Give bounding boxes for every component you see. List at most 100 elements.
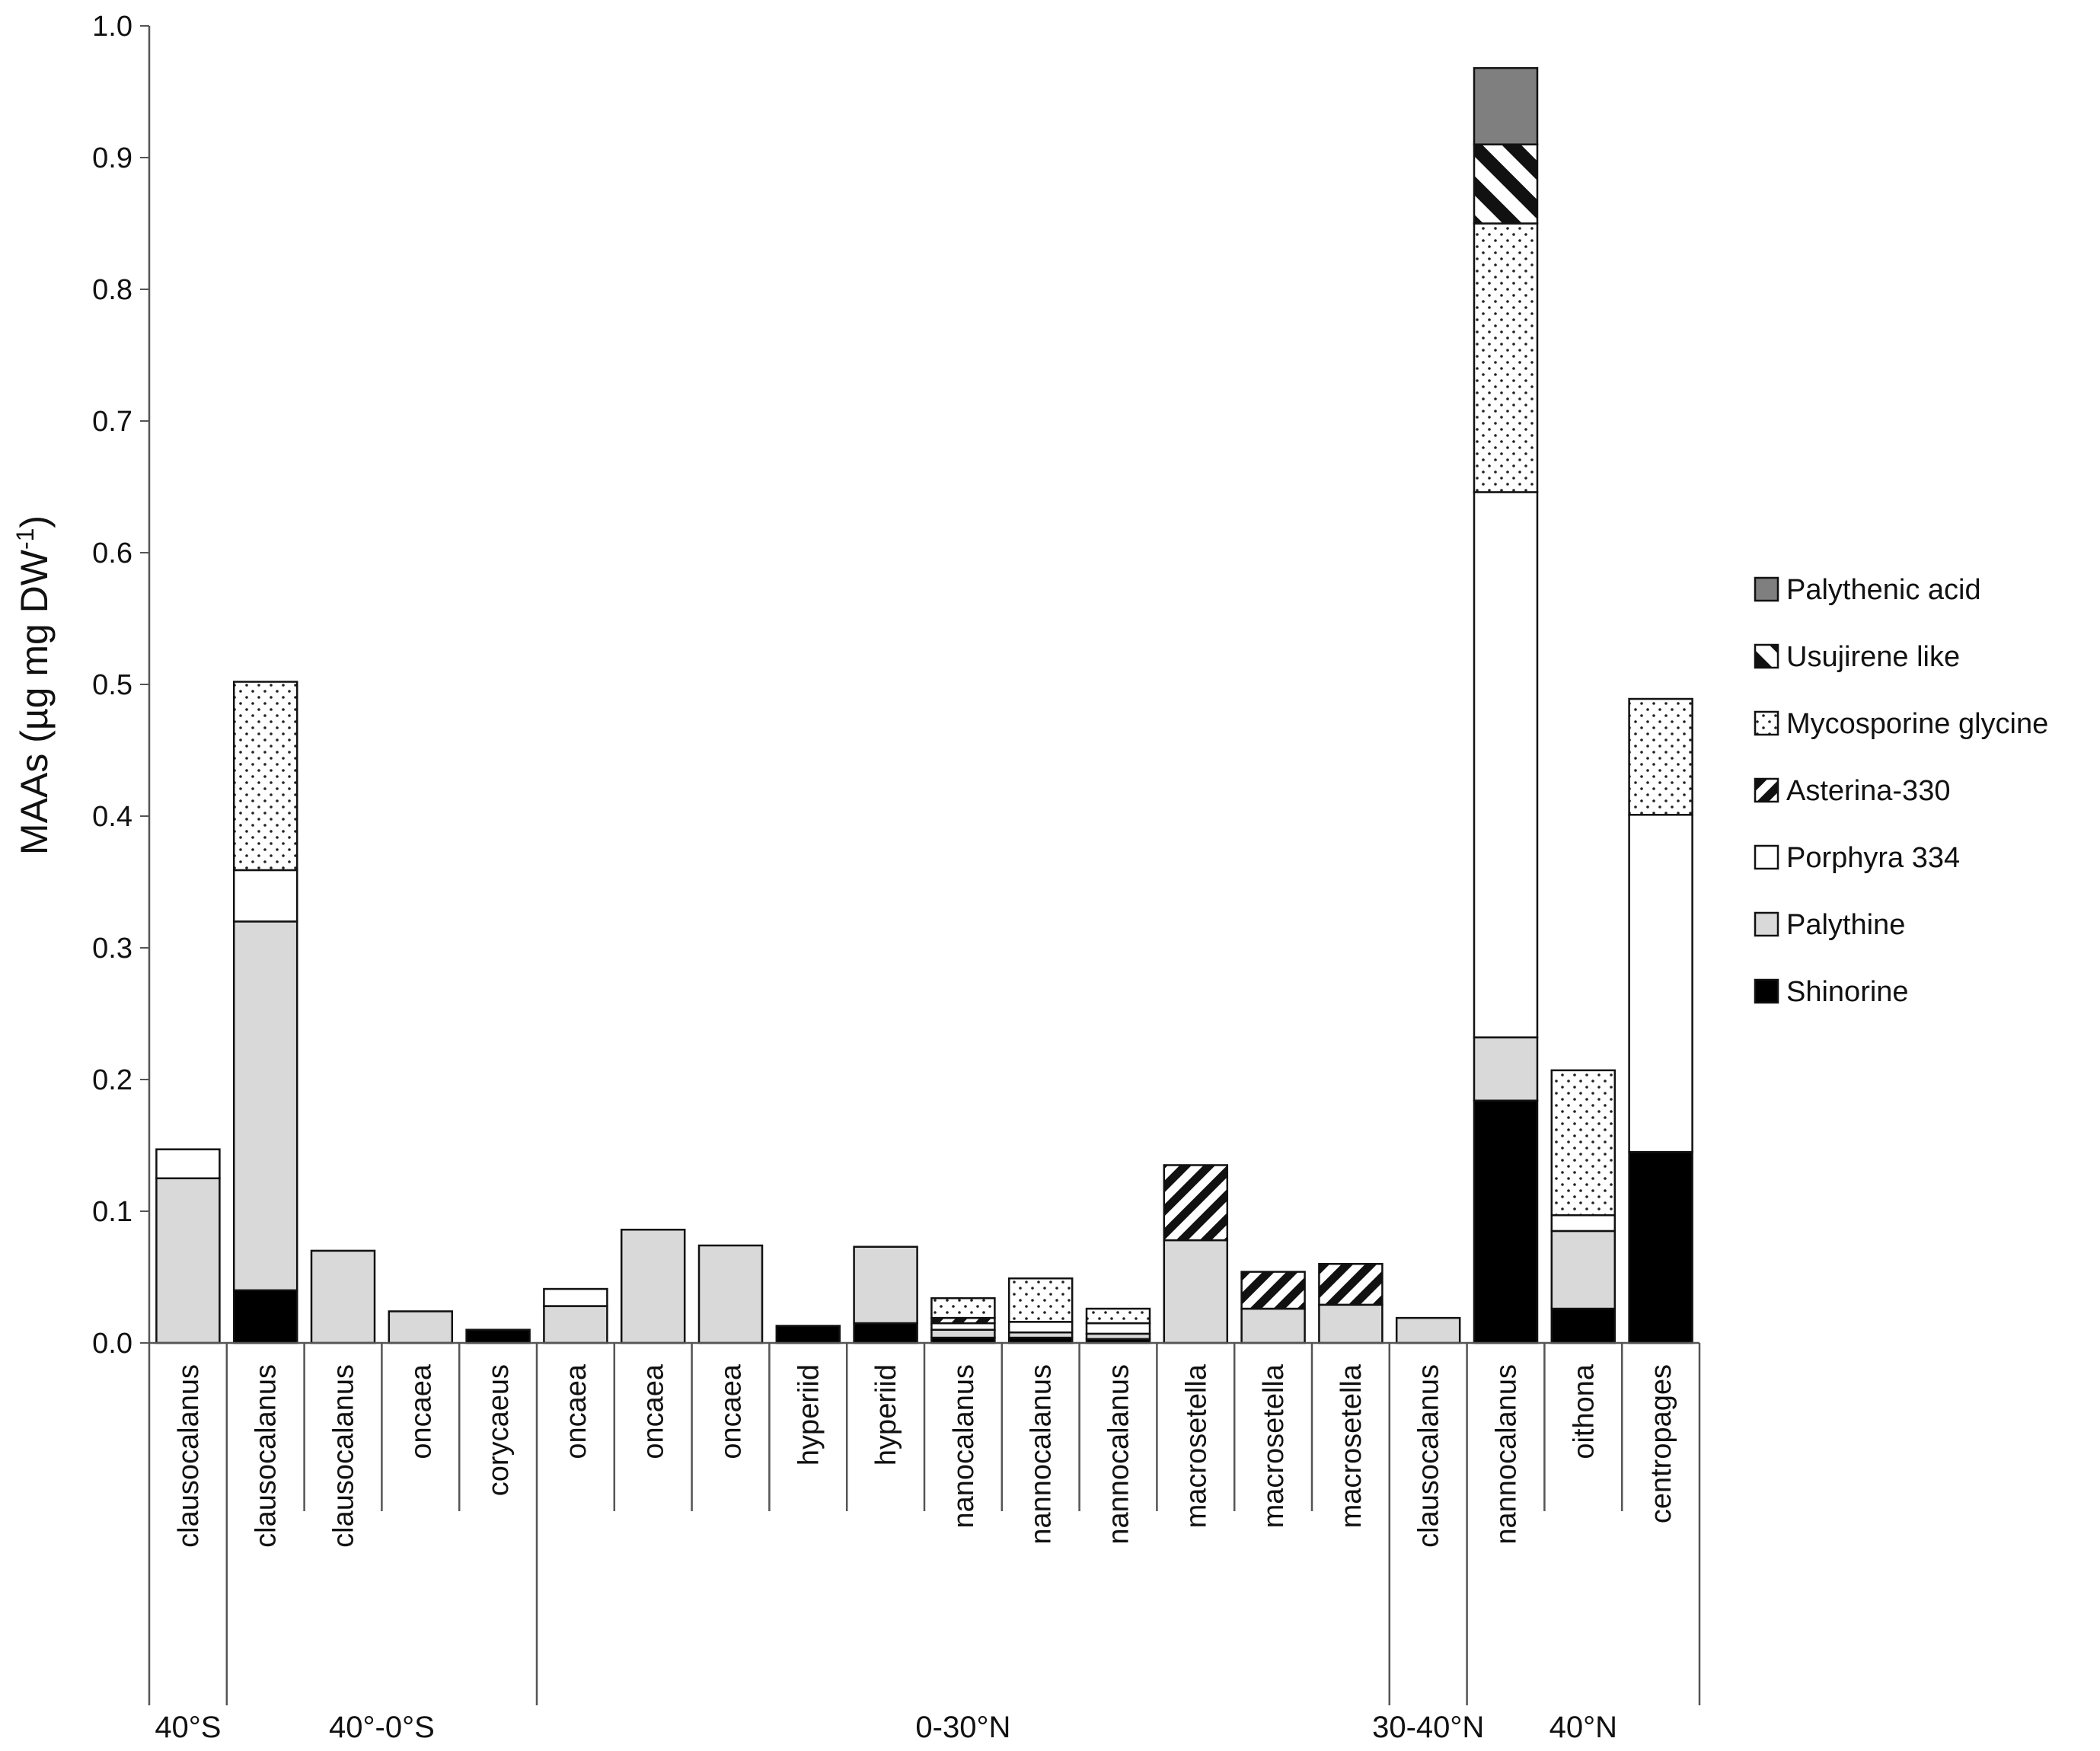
bar-segment-palythine <box>1318 1303 1384 1344</box>
legend-swatch-palythine <box>1754 911 1779 937</box>
bar-segment-porphyra-334 <box>232 869 298 923</box>
bar-segment-mycosporine-glycine <box>1628 697 1693 816</box>
bar-segment-shinorine <box>465 1328 531 1344</box>
bar-segment-porphyra-334 <box>1473 491 1539 1038</box>
category-label: clausocalanus <box>173 1364 205 1548</box>
y-tick-label: 1.0 <box>92 11 132 43</box>
y-tick-label: 0.5 <box>92 669 132 701</box>
category-label: clausocalanus <box>328 1364 360 1548</box>
bar-segment-shinorine <box>1628 1150 1693 1344</box>
y-tick-label: 0.7 <box>92 406 132 438</box>
y-axis-title-suffix: ) <box>13 515 56 528</box>
bar-segment-porphyra-334 <box>1007 1321 1074 1334</box>
y-tick-label: 0.6 <box>92 537 132 569</box>
bar-segment-mycosporine-glycine <box>1007 1277 1074 1323</box>
category-label: nannocalanus <box>1491 1364 1523 1545</box>
category-label: centropages <box>1645 1364 1677 1523</box>
axes <box>148 26 1701 1705</box>
bar-segment-mycosporine-glycine <box>1473 222 1539 493</box>
y-axis-ticks: 0.0 0.1 0.2 0.3 0.4 0.5 0.6 0.7 0.8 0.9 1.0 <box>92 11 149 1360</box>
y-axis-title-superscript: -1 <box>11 528 39 550</box>
bar-segments <box>155 67 1693 1344</box>
bar-segment-shinorine <box>232 1289 298 1344</box>
category-label: hyperiid <box>870 1364 902 1466</box>
region-label: 40°-0°S <box>329 1711 435 1744</box>
legend-label: Usujirene like <box>1786 641 1960 673</box>
bar-segment-porphyra-334 <box>1628 814 1693 1153</box>
bar-segment-palythine <box>310 1249 376 1344</box>
bar-segment-shinorine <box>775 1325 841 1344</box>
bar-segment-mycosporine-glycine <box>232 681 298 872</box>
bar-segment-usujirene-like <box>1473 143 1539 225</box>
category-label: macrosetella <box>1258 1363 1290 1528</box>
legend-swatch-mycosporine-glycine <box>1754 710 1779 736</box>
bar-segment-shinorine <box>1550 1307 1616 1344</box>
bar-segment-porphyra-334 <box>1085 1322 1151 1335</box>
legend-swatch-porphyra-334 <box>1754 844 1779 870</box>
y-tick-label: 0.3 <box>92 933 132 965</box>
legend-swatch-palythenic-acid <box>1754 576 1779 602</box>
y-tick-label: 0.1 <box>92 1196 132 1228</box>
category-label: macrosetella <box>1180 1363 1212 1528</box>
bar-segment-palythine <box>1163 1239 1229 1344</box>
category-label: corycaeus <box>483 1364 515 1496</box>
legend-label: Porphyra 334 <box>1786 842 1960 874</box>
legend-label: Shinorine <box>1786 976 1909 1008</box>
legend-label: Mycosporine glycine <box>1786 708 2048 740</box>
bar-segment-palythine <box>1240 1307 1306 1344</box>
y-axis-title: MAAs (µg mg DW-1) <box>11 515 56 855</box>
bar-segment-asterina-330 <box>1163 1164 1229 1242</box>
category-label: oncaea <box>405 1363 437 1459</box>
y-tick-label: 0.8 <box>92 274 132 306</box>
legend-label: Asterina-330 <box>1786 775 1950 807</box>
bar-segment-asterina-330 <box>1318 1262 1384 1306</box>
bar-segment-palythine <box>543 1305 608 1344</box>
bar-segment-mycosporine-glycine <box>930 1297 996 1319</box>
bar-segment-palythine <box>930 1328 996 1339</box>
bar-segment-porphyra-334 <box>155 1148 221 1179</box>
category-label: oncaea <box>716 1363 748 1459</box>
legend: Palythenic acid Usujirene like Mycosporine… <box>1754 574 2048 1008</box>
bar-segment-porphyra-334 <box>1550 1214 1616 1233</box>
y-tick-label: 0.0 <box>92 1328 132 1360</box>
category-label: oithona <box>1568 1363 1600 1459</box>
bar-segment-mycosporine-glycine <box>1550 1069 1616 1217</box>
bar-segment-palythine <box>620 1228 686 1344</box>
region-label: 40°S <box>155 1711 221 1744</box>
legend-swatch-usujirene-like <box>1754 643 1779 669</box>
bar-segment-porphyra-334 <box>543 1287 608 1307</box>
category-label: oncaea <box>638 1363 670 1459</box>
category-label: oncaea <box>560 1363 592 1459</box>
bar-segment-palythine <box>1395 1316 1461 1344</box>
legend-label: Palythenic acid <box>1786 574 1981 606</box>
bar-segment-palythine <box>232 920 298 1292</box>
bar-segment-shinorine <box>1473 1099 1539 1344</box>
bar-segment-palythine <box>1550 1230 1616 1310</box>
bar-segment-porphyra-334 <box>930 1322 996 1331</box>
legend-swatch-shinorine <box>1754 978 1779 1004</box>
bar-segment-shinorine <box>853 1322 918 1344</box>
category-labels: clausocalanus clausocalanus clausocalanus o… <box>173 1363 1677 1548</box>
legend-label: Palythine <box>1786 909 1905 941</box>
legend-swatch-asterina-330 <box>1754 777 1779 803</box>
category-label: clausocalanus <box>1413 1364 1445 1548</box>
category-label: nannocalanus <box>1103 1364 1135 1545</box>
region-label: 0-30°N <box>915 1711 1010 1744</box>
region-label: 30-40°N <box>1372 1711 1484 1744</box>
region-group-labels: 40°S 40°-0°S 0-30°N 30-40°N 40°N <box>155 1711 1617 1744</box>
y-tick-label: 0.9 <box>92 142 132 174</box>
category-label: nanocalanus <box>948 1364 980 1529</box>
category-label: clausocalanus <box>251 1364 282 1548</box>
bar-segment-mycosporine-glycine <box>1085 1307 1151 1325</box>
category-label: hyperiid <box>793 1364 825 1466</box>
bar-segment-palythine <box>388 1310 454 1344</box>
bar-segment-palythine <box>853 1245 918 1325</box>
bar-segment-palythine <box>1473 1036 1539 1102</box>
category-label: nannocalanus <box>1026 1364 1058 1545</box>
bar-segment-palythine <box>155 1177 221 1344</box>
bar-segment-palythine <box>697 1244 764 1344</box>
region-label: 40°N <box>1549 1711 1617 1744</box>
y-tick-label: 0.4 <box>92 801 132 833</box>
y-tick-label: 0.2 <box>92 1064 132 1096</box>
